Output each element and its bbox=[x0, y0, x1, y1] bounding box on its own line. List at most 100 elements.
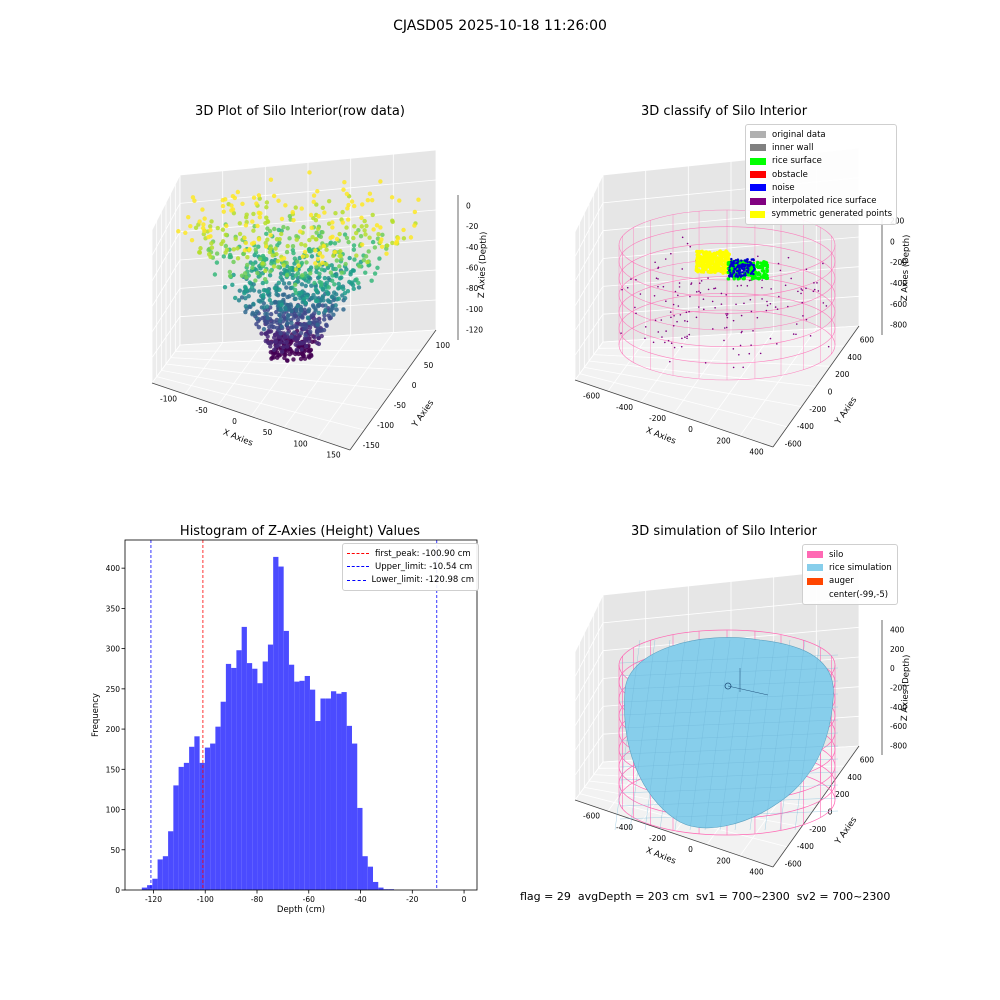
plot4-legend-label: silo bbox=[829, 549, 844, 560]
plot3-histogram-bar bbox=[141, 887, 148, 890]
plot1-data-point bbox=[317, 279, 322, 285]
plot1-data-point bbox=[249, 285, 255, 290]
plot1-data-point bbox=[331, 312, 336, 317]
plot2-interp-point bbox=[667, 339, 670, 342]
plot2-interp-point bbox=[657, 278, 659, 280]
plot2-rice-surface-point bbox=[732, 277, 736, 281]
plot1-data-point bbox=[198, 246, 203, 251]
plot1-data-point bbox=[301, 224, 306, 230]
plot1-data-point bbox=[260, 261, 265, 266]
plot1-data-point bbox=[268, 329, 274, 334]
plot2-interp-point bbox=[689, 245, 692, 248]
plot3-histogram-bar bbox=[262, 661, 268, 890]
plot3-histogram-bar bbox=[378, 887, 384, 890]
plot1-data-point bbox=[270, 253, 275, 258]
plot2-legend-label: original data bbox=[772, 129, 826, 140]
plot4-y-tick-label: -600 bbox=[785, 859, 802, 868]
plot2-interp-point bbox=[665, 300, 667, 303]
plot3-legend-swatch bbox=[347, 553, 369, 555]
plot1-data-point bbox=[384, 251, 389, 256]
plot2-noise-point bbox=[731, 264, 734, 268]
plot1-data-point bbox=[380, 232, 385, 238]
plot2-interp-point bbox=[707, 277, 709, 279]
plot1-data-point bbox=[263, 331, 268, 337]
plot2-legend-item: original data bbox=[750, 128, 892, 141]
plot4-mesh-line bbox=[689, 639, 716, 831]
plot3-histogram-bar bbox=[273, 556, 279, 890]
plot1-data-point bbox=[287, 236, 292, 241]
plot1-data-point bbox=[222, 284, 228, 290]
plot1-z-axis-label: Z Axies (Depth) bbox=[477, 231, 489, 298]
plot2-interp-point bbox=[673, 314, 675, 317]
plot1-data-point bbox=[251, 228, 256, 233]
plot1-data-point bbox=[268, 233, 273, 238]
plot1-data-point bbox=[316, 310, 321, 316]
plot1-data-point bbox=[264, 200, 270, 205]
plot4-auger-marker bbox=[724, 682, 732, 690]
plot1-data-point bbox=[281, 345, 286, 350]
plot2-interp-point bbox=[711, 300, 714, 303]
plot2-interp-point bbox=[797, 290, 799, 293]
plot1-data-point bbox=[271, 347, 277, 352]
plot1-data-point bbox=[247, 280, 253, 285]
plot1-data-point bbox=[337, 264, 342, 269]
plot1-data-point bbox=[250, 261, 256, 267]
plot1-data-point bbox=[298, 356, 304, 362]
plot1-data-point bbox=[341, 307, 346, 312]
plot1-data-point bbox=[247, 247, 252, 252]
plot1-data-point bbox=[330, 234, 335, 239]
plot1-data-point bbox=[336, 281, 341, 287]
plot1-data-point bbox=[344, 191, 350, 197]
plot1-data-point bbox=[243, 309, 248, 315]
plot2-symmetric-point bbox=[704, 256, 709, 260]
plot1-data-point bbox=[209, 245, 215, 250]
plot1-data-point bbox=[284, 249, 290, 255]
plot1-data-point bbox=[246, 293, 251, 299]
plot1-data-point bbox=[267, 293, 272, 298]
plot2-noise-point bbox=[752, 264, 755, 267]
plot1-data-point bbox=[351, 235, 356, 241]
plot1-data-point bbox=[412, 209, 418, 215]
plot1-data-point bbox=[305, 315, 311, 320]
plot1-data-point bbox=[268, 269, 273, 274]
plot2-floor-pane bbox=[575, 326, 859, 447]
plot2-legend-swatch bbox=[750, 144, 766, 152]
plot2-noise-point bbox=[752, 258, 755, 262]
plot1-data-point bbox=[328, 241, 333, 246]
plot2-noise-point bbox=[743, 259, 746, 262]
plot2-noise-point bbox=[739, 271, 742, 274]
plot2-noise-point bbox=[750, 258, 753, 261]
plot3-y-tick-label: 50 bbox=[110, 846, 120, 855]
plot1-data-point bbox=[267, 249, 273, 255]
plot2-rice-surface-point bbox=[754, 264, 759, 269]
plot4-mesh-line bbox=[749, 639, 776, 831]
plot4-legend-item: rice simulation bbox=[807, 561, 893, 574]
plot2-noise-point bbox=[749, 261, 752, 264]
plot1-data-point bbox=[363, 270, 368, 275]
plot2-interp-point bbox=[702, 308, 705, 311]
plot4-x-axis-label: X Axies bbox=[644, 846, 677, 867]
plot2-x-tick-label: 400 bbox=[749, 447, 764, 456]
plot1-data-point bbox=[320, 205, 326, 211]
plot3-histogram-bar bbox=[183, 762, 190, 890]
plot2-interp-point bbox=[681, 236, 684, 239]
plot1-data-point bbox=[329, 294, 335, 300]
plot1-data-point bbox=[408, 235, 414, 240]
plot1-data-point bbox=[328, 270, 334, 275]
plot1-data-point bbox=[176, 229, 181, 234]
plot1-data-point bbox=[265, 315, 270, 321]
plot1-data-point bbox=[192, 198, 197, 203]
plot1-data-point bbox=[353, 230, 359, 236]
plot1-data-point bbox=[296, 263, 301, 268]
plot2-interp-point bbox=[700, 280, 703, 282]
plot4-mesh-line bbox=[704, 639, 731, 831]
plot4-mesh-line bbox=[619, 784, 839, 794]
plot1-data-point bbox=[270, 355, 275, 360]
plot2-symmetric-point bbox=[714, 256, 719, 261]
plot1-data-point bbox=[352, 203, 357, 209]
plot1-data-point bbox=[279, 216, 285, 222]
plot2-legend-item: obstacle bbox=[750, 168, 892, 181]
plot1-data-point bbox=[251, 195, 257, 200]
plot2-interp-point bbox=[748, 279, 751, 282]
plot2-interp-point bbox=[825, 305, 828, 307]
